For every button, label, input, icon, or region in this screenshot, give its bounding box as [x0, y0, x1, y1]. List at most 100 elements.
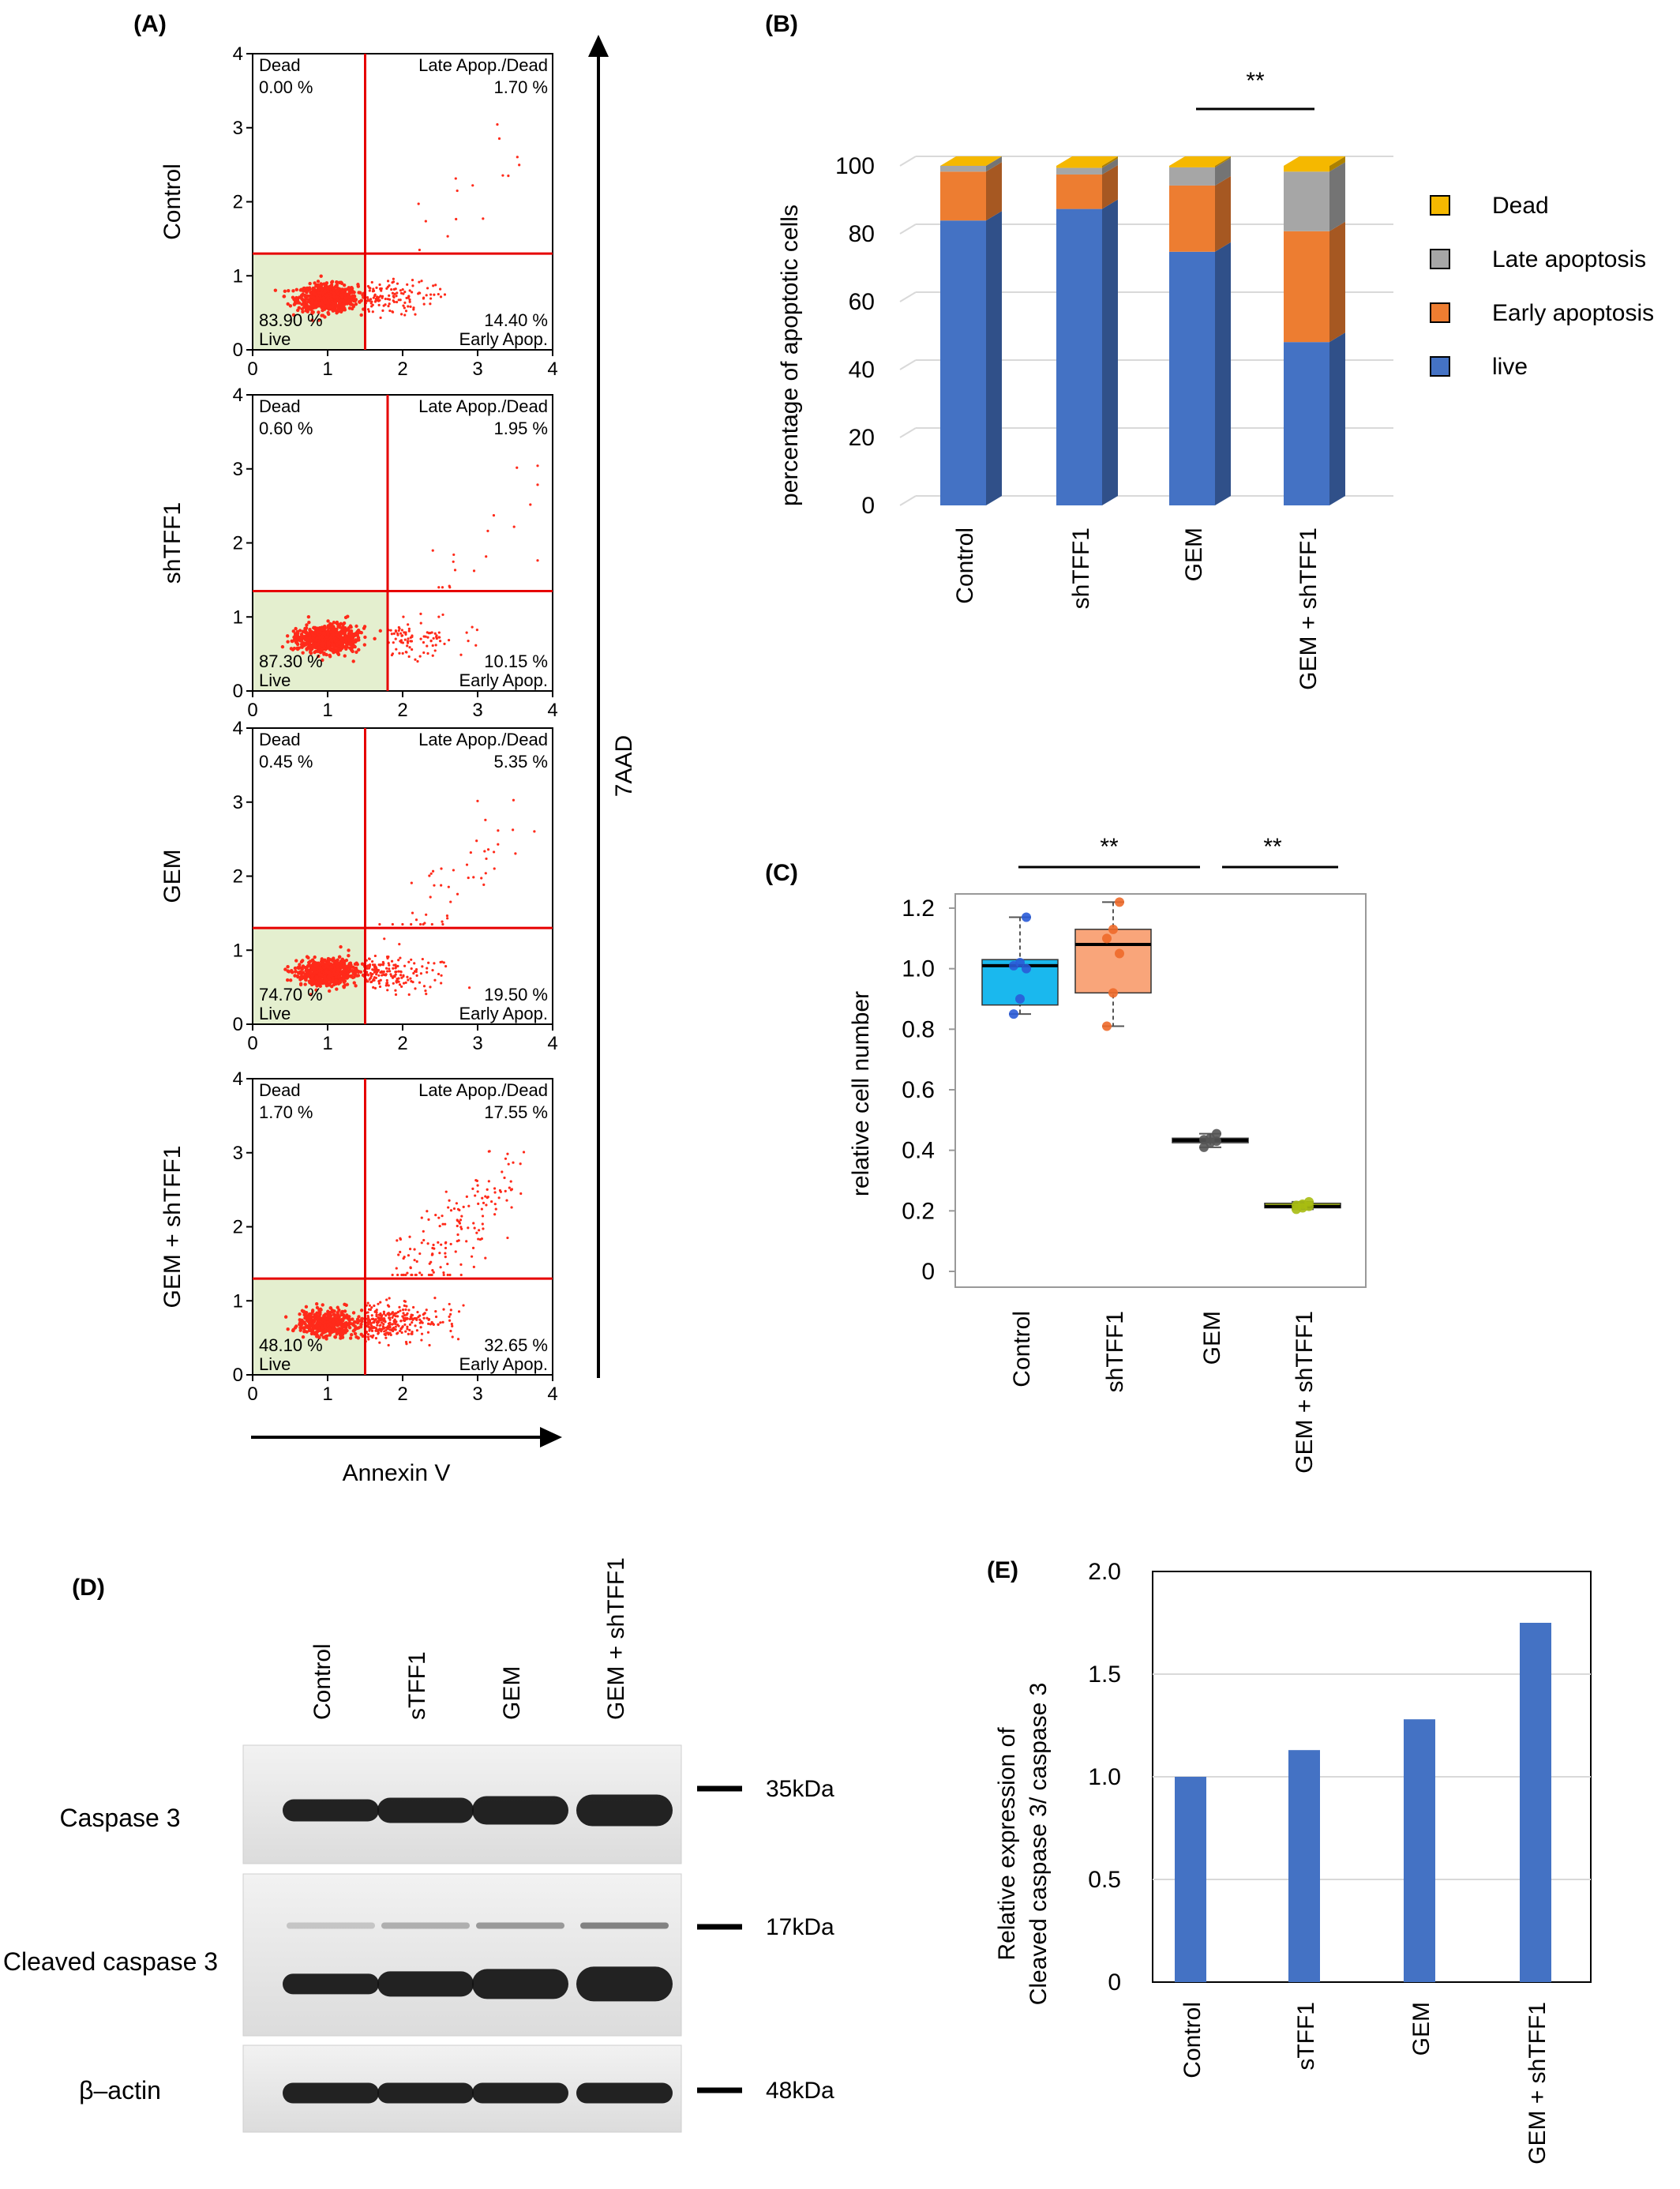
- event-dot: [403, 291, 407, 294]
- event-dot: [493, 1203, 497, 1206]
- event-dot: [348, 974, 352, 978]
- event-dot: [429, 986, 432, 989]
- event-dot: [398, 983, 402, 986]
- event-dot: [342, 985, 346, 989]
- event-dot: [519, 1162, 522, 1166]
- event-dot: [304, 309, 308, 313]
- protein-band: [377, 1797, 474, 1823]
- y-tick-label: 1.0: [902, 956, 935, 982]
- event-dot: [298, 629, 302, 633]
- event-dot: [309, 644, 313, 648]
- event-dot: [438, 1224, 441, 1228]
- event-dot: [410, 922, 413, 926]
- event-dot: [459, 1218, 463, 1222]
- event-dot: [305, 623, 309, 627]
- event-dot: [434, 283, 437, 287]
- event-dot: [297, 301, 302, 305]
- event-dot: [334, 978, 339, 982]
- event-dot: [477, 1202, 480, 1206]
- event-dot: [420, 1216, 423, 1219]
- event-dot: [448, 1312, 452, 1316]
- y-tick-label: 0: [233, 1365, 243, 1386]
- event-dot: [296, 636, 300, 640]
- event-dot: [305, 289, 309, 293]
- event-dot: [418, 291, 421, 295]
- event-dot: [469, 850, 472, 854]
- event-dot: [373, 1304, 376, 1308]
- event-dot: [379, 963, 382, 967]
- event-dot: [417, 202, 420, 205]
- category-label: shTFF1: [1068, 528, 1094, 609]
- event-dot: [362, 643, 367, 647]
- box: [1074, 929, 1152, 994]
- data-point: [1108, 924, 1118, 934]
- event-dot: [336, 1305, 339, 1309]
- event-dot: [536, 559, 539, 562]
- event-dot: [349, 648, 354, 652]
- event-dot: [287, 970, 291, 974]
- quadrant-label-early: Early Apop.: [459, 670, 548, 690]
- event-dot: [472, 876, 475, 879]
- event-dot: [414, 1324, 417, 1327]
- y-tick-label: 4: [233, 1068, 243, 1090]
- significance-marker: **: [1100, 834, 1119, 860]
- event-dot: [451, 1335, 454, 1339]
- event-dot: [332, 291, 336, 295]
- event-dot: [385, 1298, 388, 1301]
- event-dot: [367, 957, 371, 960]
- event-dot: [406, 644, 409, 648]
- event-dot: [507, 175, 510, 178]
- event-dot: [475, 1231, 478, 1234]
- event-dot: [373, 986, 377, 989]
- event-dot: [301, 1335, 306, 1339]
- event-dot: [324, 1316, 328, 1320]
- event-dot: [389, 1333, 392, 1337]
- panel-label-a: (A): [133, 11, 167, 37]
- event-dot: [429, 631, 432, 635]
- y-tick-label: 4: [233, 43, 243, 65]
- y-tick-label: 1: [233, 606, 243, 628]
- bar-top: [1169, 156, 1231, 166]
- event-dot: [354, 971, 358, 974]
- event-dot: [391, 310, 395, 314]
- event-dot: [397, 1324, 400, 1327]
- size-label: 35kDa: [766, 1776, 834, 1802]
- event-dot: [404, 1330, 407, 1333]
- event-dot: [474, 644, 478, 647]
- event-dot: [339, 281, 344, 286]
- event-dot: [441, 613, 444, 617]
- event-dot: [381, 295, 384, 298]
- event-dot: [391, 1312, 394, 1315]
- event-dot: [328, 653, 332, 658]
- event-dot: [388, 294, 391, 297]
- event-dot: [273, 288, 278, 292]
- event-dot: [383, 1326, 386, 1330]
- event-dot: [454, 1250, 457, 1253]
- event-dot: [400, 634, 404, 637]
- event-dot: [529, 503, 532, 506]
- event-dot: [352, 974, 356, 979]
- event-dot: [385, 978, 388, 982]
- event-dot: [440, 884, 443, 887]
- event-dot: [360, 1320, 364, 1324]
- category-label: GEM: [1408, 2002, 1434, 2056]
- legend-label: Late apoptosis: [1492, 246, 1646, 272]
- event-dot: [446, 1262, 449, 1266]
- event-dot: [447, 885, 450, 888]
- event-dot: [467, 640, 470, 643]
- event-dot: [362, 626, 366, 630]
- event-dot: [348, 1336, 353, 1340]
- y-tick-label: 2.0: [1088, 1559, 1121, 1585]
- event-dot: [306, 286, 309, 291]
- event-dot: [341, 302, 345, 306]
- x-tick-label: 3: [472, 700, 482, 721]
- event-dot: [394, 1325, 397, 1328]
- event-dot: [411, 911, 414, 914]
- event-dot: [283, 1315, 288, 1319]
- bar-segment-late-apoptosis: [1056, 167, 1102, 175]
- event-dot: [391, 1316, 394, 1320]
- event-dot: [399, 313, 403, 316]
- event-dot: [336, 1327, 340, 1331]
- event-dot: [373, 636, 377, 641]
- event-dot: [481, 1215, 485, 1218]
